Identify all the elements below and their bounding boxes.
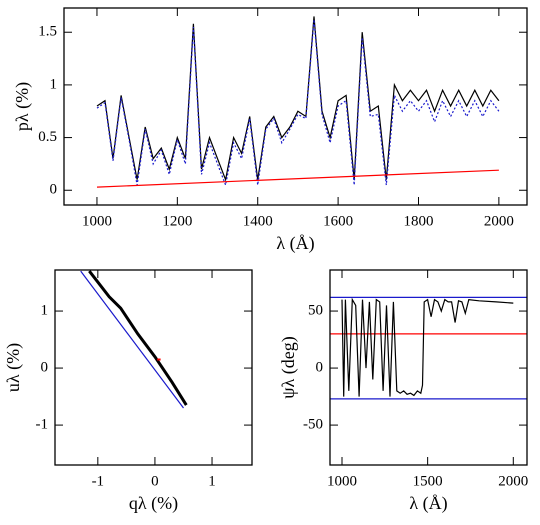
x-tick-label: 2000 xyxy=(498,473,528,489)
plot-area xyxy=(96,16,500,188)
axes-frame xyxy=(54,269,253,466)
x-tick-label: 1800 xyxy=(403,213,433,229)
y-tick-label: -1 xyxy=(36,417,49,433)
x-tick-label: 2000 xyxy=(484,213,514,229)
x-axis-label: qλ (%) xyxy=(129,493,178,514)
y-tick-label: 0 xyxy=(50,182,58,198)
x-tick-label: 1 xyxy=(208,473,216,489)
x-tick-label: 1400 xyxy=(243,213,273,229)
x-axis-label: λ (Å) xyxy=(276,233,314,254)
x-tick-label: 1500 xyxy=(413,473,443,489)
x-tick-label: 1000 xyxy=(327,473,357,489)
data-line xyxy=(96,169,499,188)
x-tick-label: 0 xyxy=(151,473,159,489)
y-tick-label: 1.5 xyxy=(38,24,57,40)
y-tick-label: 0.5 xyxy=(38,129,57,145)
y-tick-label: 0 xyxy=(41,360,49,376)
x-tick-label: 1000 xyxy=(82,213,112,229)
x-tick-label: -1 xyxy=(92,473,105,489)
y-tick-label: 50 xyxy=(308,302,323,318)
data-line xyxy=(88,270,188,406)
data-line xyxy=(80,270,184,409)
y-tick-label: 1 xyxy=(41,302,49,318)
y-tick-label: 0 xyxy=(316,360,324,376)
data-line xyxy=(341,297,514,397)
data-line xyxy=(96,16,500,182)
data-line xyxy=(96,19,500,188)
x-tick-label: 1600 xyxy=(323,213,353,229)
x-axis-label: λ (Å) xyxy=(409,493,447,514)
y-tick-label: 1 xyxy=(50,76,58,92)
y-tick-label: -50 xyxy=(303,417,323,433)
plot-area xyxy=(80,270,188,409)
plot-area xyxy=(330,296,527,400)
y-axis-label: ψλ (deg) xyxy=(278,336,299,398)
axes-frame xyxy=(329,269,528,466)
axes-frame xyxy=(63,7,528,206)
y-axis-label: pλ (%) xyxy=(12,82,33,131)
x-tick-label: 1200 xyxy=(162,213,192,229)
y-axis-label: uλ (%) xyxy=(3,343,24,392)
